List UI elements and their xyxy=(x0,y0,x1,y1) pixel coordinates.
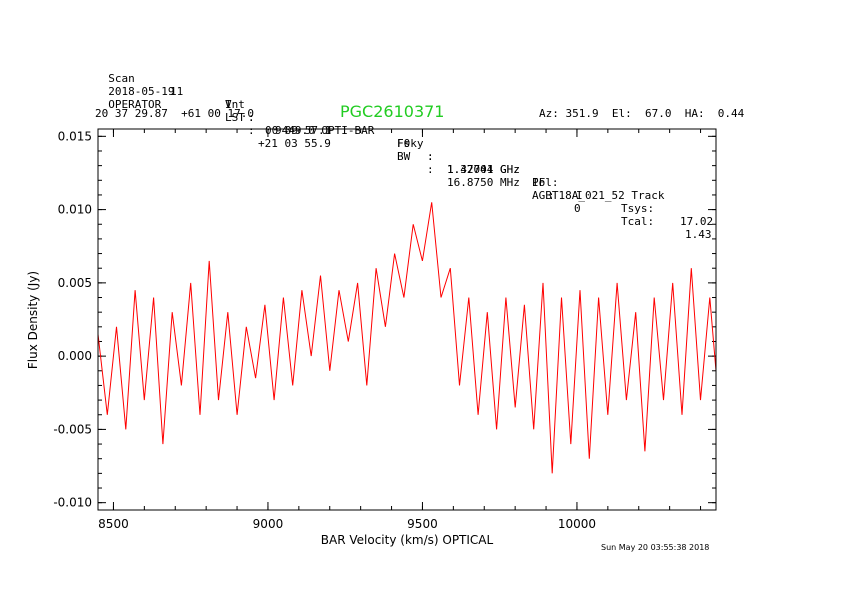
if-colon: : xyxy=(548,189,555,202)
y-tick-label: -0.010 xyxy=(53,496,92,510)
y-tick-label: -0.005 xyxy=(53,422,92,436)
y-tick-label: 0.000 xyxy=(58,349,92,363)
x-tick-label: 10000 xyxy=(558,517,596,531)
tcal-label: Tcal: xyxy=(621,215,655,228)
x-tick-label: 9500 xyxy=(407,517,438,531)
if-label: IF xyxy=(532,176,546,189)
if-value: 0 xyxy=(574,202,581,215)
header-row-1: Scan 11 V : 9449.0 OPTI-BAR F0 : 1.42041… xyxy=(95,59,713,228)
lst-colon: : xyxy=(248,124,255,137)
x-tick-label: 9000 xyxy=(253,517,284,531)
lst-value: +21 03 55.9 xyxy=(258,137,331,150)
y-tick-label: 0.015 xyxy=(58,129,92,143)
axis-ticks xyxy=(98,129,716,510)
x-tick-labels: 8500 9000 9500 10000 xyxy=(98,517,596,531)
y-tick-labels: -0.010 -0.005 0.000 0.005 0.010 0.015 xyxy=(53,129,92,509)
velocity-colon: : xyxy=(248,111,255,124)
int-label: Int xyxy=(225,98,245,111)
bw-colon: : xyxy=(427,163,434,176)
project-value: AGBT18A_021_52 Track xyxy=(532,189,665,202)
spectrum-line xyxy=(97,202,717,474)
source-name: PGC2610371 xyxy=(340,102,445,121)
timestamp: Sun May 20 03:55:38 2018 xyxy=(601,543,710,552)
bw-label: BW xyxy=(397,150,411,163)
header-row-3: OPERATOR LST : +21 03 55.9 BW : 16.8750 … xyxy=(95,85,664,202)
plot-frame xyxy=(97,128,717,511)
y-tick-label: 0.005 xyxy=(58,276,92,290)
scan-label: Scan xyxy=(108,72,135,85)
operator-label: OPERATOR xyxy=(108,98,162,111)
fsky-label: Fsky xyxy=(397,137,424,150)
bw-value: 16.8750 MHz xyxy=(447,176,520,189)
x-tick-label: 8500 xyxy=(98,517,129,531)
y-axis-label: Flux Density (Jy) xyxy=(26,271,40,369)
int-colon: : xyxy=(248,111,255,124)
tsys-value: 17.02 xyxy=(680,215,714,228)
date-value: 2018-05-19 xyxy=(108,85,175,98)
scan-value: 11 xyxy=(170,85,184,98)
coordinates: 20 37 29.87 +61 00 17.0 xyxy=(95,107,254,120)
f0-value: 1.42041 GHz xyxy=(447,163,520,176)
fsky-value: 1.37704 GHz xyxy=(447,163,520,176)
pol-label: Pol: xyxy=(532,176,559,189)
y-tick-label: 0.010 xyxy=(58,203,92,217)
az-el-ha: Az: 351.9 El: 67.0 HA: 0.44 xyxy=(539,107,745,120)
tsys-label: Tsys: xyxy=(621,202,655,215)
velocity-value: 9449.0 OPTI-BAR xyxy=(275,124,375,137)
lst-label: LST xyxy=(225,111,245,124)
f0-label: F0 xyxy=(397,137,411,150)
f0-colon: : xyxy=(427,150,434,163)
x-axis-label: BAR Velocity (km/s) OPTICAL xyxy=(321,533,494,547)
velocity-label: V xyxy=(225,98,232,111)
tcal-value: 1.43 xyxy=(685,228,712,241)
fsky-colon: : xyxy=(427,150,434,163)
pol-value: I xyxy=(576,189,583,202)
